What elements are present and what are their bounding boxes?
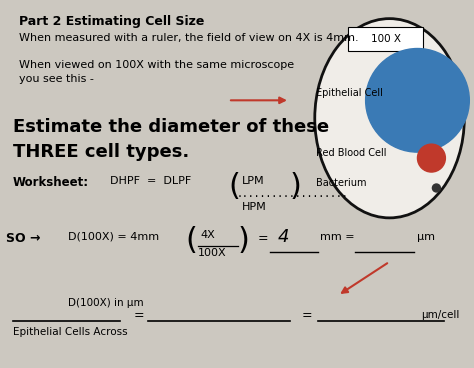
Text: ): ) bbox=[238, 226, 250, 255]
Text: μm: μm bbox=[418, 232, 436, 242]
Text: ...................: ................... bbox=[237, 189, 348, 199]
Text: Part 2 Estimating Cell Size: Part 2 Estimating Cell Size bbox=[18, 15, 204, 28]
Text: SO →: SO → bbox=[6, 232, 40, 245]
Text: Red Blood Cell: Red Blood Cell bbox=[316, 148, 386, 158]
Text: (: ( bbox=[228, 172, 240, 201]
Text: you see this -: you see this - bbox=[18, 74, 93, 84]
Text: HPM: HPM bbox=[242, 202, 267, 212]
Text: 100X: 100X bbox=[198, 248, 227, 258]
Text: μm/cell: μm/cell bbox=[421, 309, 459, 319]
Text: D(100X) = 4mm: D(100X) = 4mm bbox=[69, 232, 160, 242]
Text: D(100X) in μm: D(100X) in μm bbox=[69, 298, 144, 308]
Text: Bacterium: Bacterium bbox=[316, 178, 366, 188]
Text: (: ( bbox=[185, 226, 197, 255]
Text: 4: 4 bbox=[278, 228, 290, 246]
Text: =: = bbox=[258, 232, 269, 245]
Text: LPM: LPM bbox=[242, 176, 264, 186]
Text: =: = bbox=[133, 309, 144, 322]
Circle shape bbox=[432, 184, 440, 192]
Text: DHPF  =  DLPF: DHPF = DLPF bbox=[110, 176, 191, 186]
Text: Estimate the diameter of these: Estimate the diameter of these bbox=[13, 118, 329, 136]
Text: ): ) bbox=[290, 172, 302, 201]
Text: Epithelial Cells Across: Epithelial Cells Across bbox=[13, 328, 128, 337]
Text: 100 X: 100 X bbox=[371, 33, 401, 43]
Text: THREE cell types.: THREE cell types. bbox=[13, 143, 189, 161]
Text: =: = bbox=[302, 309, 312, 322]
Circle shape bbox=[418, 144, 446, 172]
Text: When viewed on 100X with the same microscope: When viewed on 100X with the same micros… bbox=[18, 60, 294, 70]
Text: mm =: mm = bbox=[320, 232, 355, 242]
Text: 4X: 4X bbox=[200, 230, 215, 240]
FancyBboxPatch shape bbox=[347, 26, 423, 50]
Text: Worksheet:: Worksheet: bbox=[13, 176, 89, 189]
Ellipse shape bbox=[315, 19, 465, 218]
Text: Epithelial Cell: Epithelial Cell bbox=[316, 88, 383, 98]
Text: When measured with a ruler, the field of view on 4X is 4mm.: When measured with a ruler, the field of… bbox=[18, 33, 358, 43]
Circle shape bbox=[365, 49, 469, 152]
